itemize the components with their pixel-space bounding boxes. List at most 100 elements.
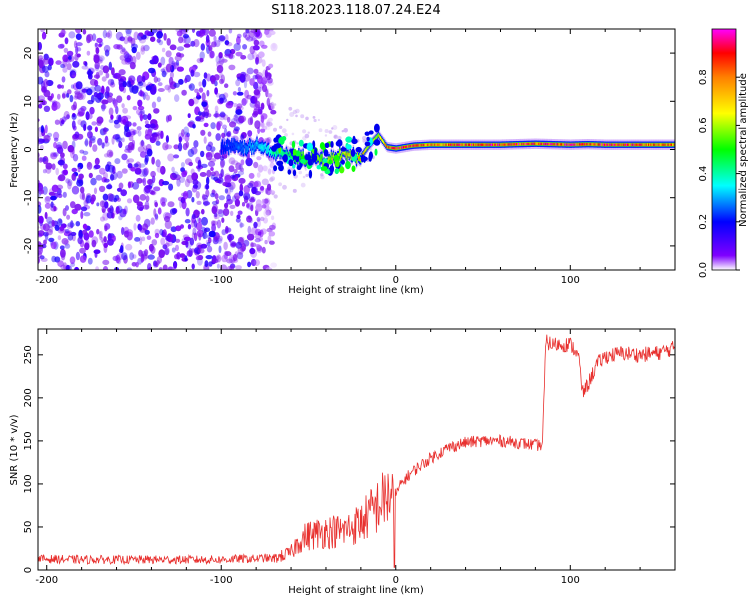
noise-blob [137,105,145,111]
noise-blob [265,165,273,174]
noise-blob [38,151,40,159]
noise-blob [148,267,152,270]
noise-blob [112,134,120,140]
noise-blob [61,91,69,98]
signal-core [611,143,613,146]
noise-blob [50,201,54,208]
noise-blob [77,107,85,117]
signal-core [560,143,562,146]
noise-blob [82,29,87,35]
noise-blob [227,116,231,123]
noise-blob [84,61,88,67]
noise-blob [79,87,87,94]
noise-blob [103,172,108,180]
noise-blob [229,265,235,270]
noise-blob [191,196,195,203]
noise-blob [64,243,71,249]
noise-blob [38,179,41,189]
noise-blob [199,51,205,60]
noise-blob [141,253,148,261]
noise-blob [160,56,166,66]
noise-blob [263,125,268,130]
signal-core [271,151,273,154]
noise-blob [81,155,87,161]
signal-core [423,143,426,147]
noise-blob [124,57,132,63]
signal-core [548,142,550,146]
noise-blob [246,215,253,223]
signal-core [484,143,486,146]
noise-blob [86,113,93,120]
noise-blob [118,69,126,76]
noise-blob [87,125,93,131]
noise-blob [156,77,161,83]
noise-blob [173,82,180,88]
noise-blob [90,194,96,202]
noise-blob [147,113,152,121]
noise-blob [332,125,338,130]
signal-core [584,143,586,146]
noise-blob [183,34,189,39]
signal-core [224,148,227,151]
noise-blob [250,249,258,258]
noise-blob [38,233,43,238]
noise-blob [205,144,212,152]
noise-blob [248,172,255,179]
noise-blob [229,204,236,209]
signal-blob [340,147,347,152]
signal-core [565,143,567,146]
signal-core [455,143,457,146]
noise-blob [160,165,166,175]
noise-blob [40,125,45,134]
noise-blob [156,38,161,43]
noise-blob [267,235,272,243]
noise-blob [99,230,103,239]
signal-core [472,143,474,146]
noise-blob [202,230,206,240]
noise-blob [53,131,60,140]
noise-blob [139,109,145,115]
signal-core [535,142,538,145]
noise-blob [155,140,161,146]
noise-blob [192,227,197,236]
noise-blob [179,253,186,258]
noise-blob [218,35,226,42]
noise-blob [341,130,344,133]
noise-blob [102,208,105,213]
noise-blob [169,44,177,51]
noise-blob [126,95,131,101]
noise-blob [144,123,151,129]
signal-core [657,143,659,146]
signal-core [612,143,614,146]
noise-blob [291,132,295,136]
noise-blob [216,64,224,74]
noise-blob [108,151,113,157]
noise-blob [176,46,185,52]
signal-core [399,146,402,149]
signal-core [532,142,535,145]
noise-blob [171,166,175,173]
noise-blob [234,192,241,200]
noise-blob [200,129,206,136]
noise-blob [144,249,149,257]
signal-core [401,146,404,149]
signal-core [320,157,322,160]
signal-blob [274,143,282,149]
noise-blob [239,238,245,244]
signal-core [576,143,579,146]
signal-core [445,143,448,146]
signal-core [487,143,490,146]
noise-blob [228,64,236,71]
noise-blob [101,76,107,82]
signal-core [389,146,391,149]
signal-core [249,141,251,145]
noise-blob [250,196,255,201]
signal-core [512,143,515,146]
noise-blob [116,95,123,103]
colorbar-tick-label: 0.6 [698,117,709,133]
noise-blob [267,77,273,84]
noise-blob [160,130,164,139]
signal-core [221,143,224,146]
signal-core [280,150,282,153]
noise-blob [270,262,277,268]
